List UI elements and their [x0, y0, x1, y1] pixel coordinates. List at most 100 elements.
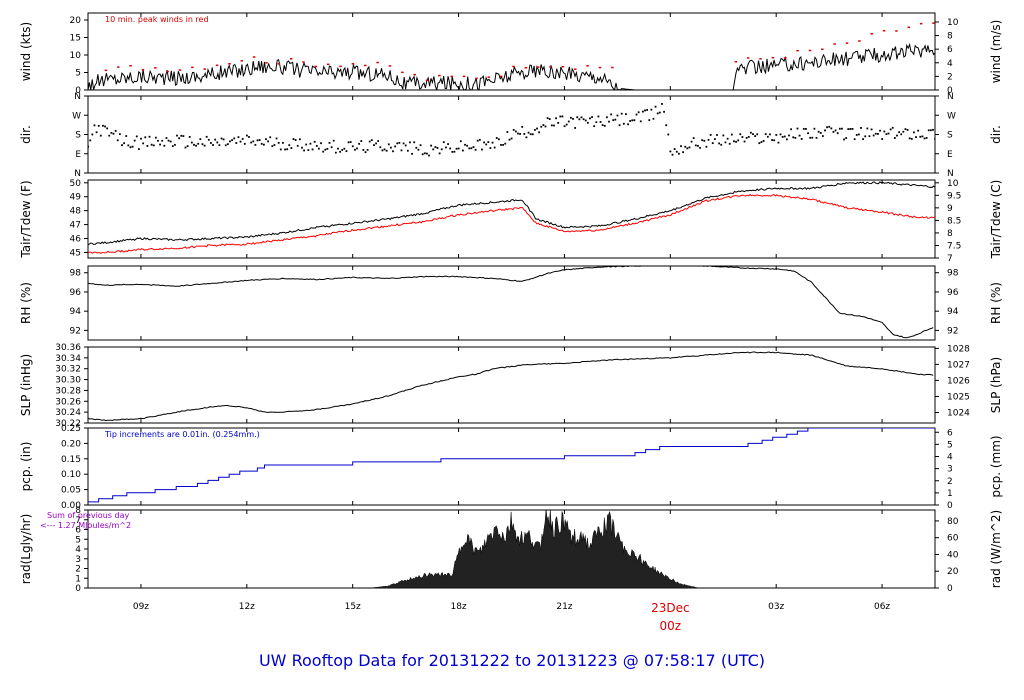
direction-mark	[788, 134, 790, 137]
panel-note: <--- 1.27 MJoules/m^2	[40, 521, 131, 530]
direction-mark	[214, 138, 217, 141]
direction-mark	[701, 139, 704, 142]
direction-mark	[190, 141, 193, 144]
peak-wind-mark	[240, 60, 244, 62]
direction-mark	[411, 152, 413, 155]
direction-mark	[589, 117, 591, 120]
direction-mark	[413, 141, 416, 144]
direction-mark	[436, 147, 439, 149]
direction-mark	[112, 132, 115, 135]
right-tick-label: 40	[947, 550, 959, 560]
direction-mark	[514, 130, 517, 133]
direction-mark	[324, 148, 327, 151]
panel-frame	[87, 346, 936, 424]
direction-mark	[546, 117, 549, 120]
peak-wind-mark	[277, 63, 281, 65]
direction-mark	[197, 142, 200, 145]
direction-mark	[857, 133, 860, 136]
peak-wind-mark	[487, 76, 491, 78]
left-tick-label: 30.32	[55, 365, 81, 375]
direction-mark	[154, 136, 157, 139]
direction-mark	[345, 150, 348, 153]
direction-mark	[417, 148, 420, 151]
direction-mark	[339, 150, 341, 153]
direction-mark	[277, 141, 280, 144]
direction-mark	[544, 125, 547, 128]
direction-mark	[210, 142, 212, 144]
left-tick-label: 5	[75, 535, 81, 545]
series-group	[88, 181, 935, 254]
left-tick-label: 2	[75, 565, 81, 575]
left-tick-label: 45	[70, 248, 81, 258]
direction-mark	[531, 133, 534, 136]
series-group	[88, 103, 935, 157]
direction-mark	[362, 149, 365, 151]
peak-wind-mark	[191, 66, 194, 69]
direction-mark	[921, 135, 924, 138]
direction-mark	[726, 137, 729, 140]
right-tick-label: 4	[947, 452, 953, 462]
direction-mark	[500, 144, 502, 146]
direction-mark	[824, 129, 826, 132]
peak-wind-mark	[895, 30, 898, 32]
left-tick-label: 30.24	[55, 408, 81, 418]
direction-mark	[913, 131, 915, 134]
direction-mark	[254, 143, 257, 146]
direction-mark	[567, 120, 570, 123]
direction-mark	[368, 140, 371, 143]
direction-mark	[648, 119, 651, 122]
panel-slp: 30.2230.2430.2630.2830.3030.3230.3430.36…	[19, 343, 1003, 429]
left-axis-label: RH (%)	[19, 282, 33, 324]
direction-mark	[536, 127, 538, 130]
direction-mark	[379, 146, 382, 149]
x-tick-label: 21z	[556, 602, 572, 612]
direction-mark	[538, 131, 541, 134]
peak-wind-mark	[166, 70, 169, 73]
direction-mark	[637, 111, 640, 114]
direction-mark	[860, 127, 862, 129]
direction-mark	[440, 148, 443, 151]
direction-mark	[476, 139, 479, 142]
peak-wind-mark	[771, 56, 775, 59]
left-tick-label: 20	[70, 16, 82, 26]
direction-mark	[781, 136, 784, 138]
direction-mark	[893, 137, 896, 139]
direction-mark	[290, 147, 293, 149]
direction-mark	[400, 149, 403, 152]
direction-mark	[866, 127, 869, 130]
direction-mark	[222, 138, 225, 141]
direction-mark	[565, 123, 568, 126]
direction-mark	[140, 137, 142, 140]
peak-wind-mark	[870, 32, 873, 35]
direction-mark	[752, 133, 754, 135]
direction-mark	[553, 124, 555, 127]
right-tick-label: 6	[947, 428, 953, 438]
direction-mark	[235, 142, 238, 144]
direction-mark	[720, 143, 723, 146]
direction-mark	[322, 150, 325, 153]
peak-wind-mark	[388, 65, 392, 67]
direction-mark	[409, 141, 411, 144]
direction-mark	[826, 126, 829, 129]
direction-mark	[644, 109, 646, 112]
direction-mark	[779, 133, 782, 136]
direction-mark	[116, 139, 119, 142]
panel-frame	[87, 12, 936, 91]
left-axis-label: wind (kts)	[19, 22, 33, 81]
left-axis-label: rad(Lgly/hr)	[19, 514, 33, 585]
direction-mark	[148, 135, 151, 138]
direction-mark	[718, 142, 721, 145]
x-tick-label-date: 23Dec	[651, 601, 690, 615]
direction-mark	[182, 135, 185, 137]
direction-mark	[665, 124, 668, 127]
direction-mark	[298, 138, 301, 141]
direction-mark	[523, 133, 526, 135]
direction-mark	[275, 137, 278, 140]
left-tick-label: W	[72, 111, 81, 121]
direction-mark	[195, 144, 197, 147]
peak-wind-mark	[524, 67, 528, 69]
direction-mark	[303, 149, 305, 152]
direction-mark	[438, 152, 441, 155]
direction-mark	[186, 145, 189, 148]
